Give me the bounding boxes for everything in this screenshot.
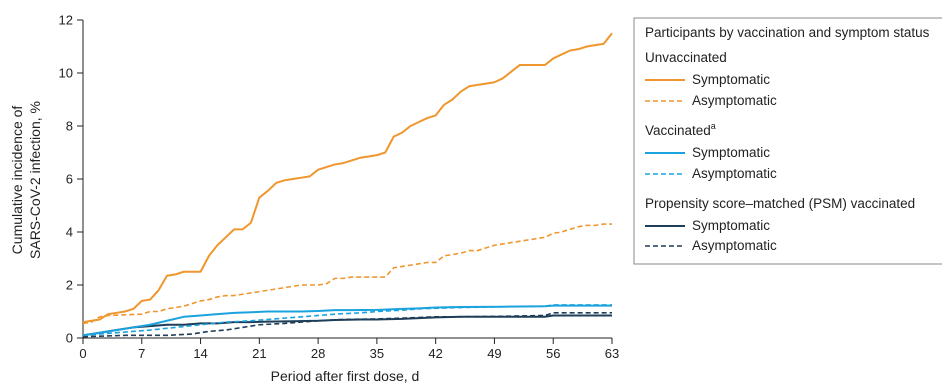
series-line-unvaccinated-asymptomatic [82,223,612,325]
x-tick-label: 7 [138,346,145,361]
series-lines [82,32,613,338]
x-tick-label: 14 [193,346,207,361]
legend-entry-unvaccinated-asymptomatic: Asymptomatic [692,93,777,108]
x-tick-label: 35 [370,346,384,361]
legend-entry-psm-symptomatic: Symptomatic [692,218,770,233]
x-tick-label: 56 [546,346,560,361]
y-axis-label-line1: Cumulative incidence of [9,106,25,255]
x-axis-ticks: 0 7 14 21 28 35 42 49 56 63 [79,338,619,361]
legend-group-vaccinated-footnote: a [711,121,716,131]
x-tick-label: 49 [487,346,501,361]
plot-area: 0 2 4 6 8 10 12 0 7 14 21 28 35 42 49 56 63 [59,13,620,362]
y-tick-label: 4 [66,225,73,240]
legend-group-vaccinated: Vaccinateda [645,121,716,138]
legend-box [633,17,942,265]
legend-group-psm-vaccinated: Propensity score–matched (PSM) vaccinate… [645,196,915,211]
y-axis-ticks: 0 2 4 6 8 10 12 [59,13,83,346]
y-tick-label: 2 [66,278,73,293]
y-tick-label: 10 [59,66,73,81]
legend-entry-vaccinated-asymptomatic: Asymptomatic [692,166,777,181]
x-tick-label: 63 [605,346,619,361]
legend-title: Participants by vaccination and symptom … [645,25,930,40]
y-tick-label: 12 [59,13,73,28]
x-tick-label: 42 [428,346,442,361]
x-tick-label: 21 [252,346,266,361]
y-tick-label: 8 [66,119,73,134]
legend: Participants by vaccination and symptom … [633,17,942,265]
series-line-unvaccinated-symptomatic [82,32,613,324]
series-line-vaccinated-symptomatic [82,304,612,337]
legend-group-vaccinated-label: Vaccinated [645,123,711,138]
legend-entry-psm-asymptomatic: Asymptomatic [692,238,777,253]
x-tick-label: 28 [311,346,325,361]
y-tick-label: 0 [66,331,73,346]
y-axis-label-line2: SARS-CoV-2 infection, % [27,101,43,259]
y-tick-label: 6 [66,172,73,187]
x-tick-label: 0 [79,346,86,361]
legend-entry-unvaccinated-symptomatic: Symptomatic [692,72,770,87]
legend-entry-vaccinated-symptomatic: Symptomatic [692,145,770,160]
legend-group-unvaccinated: Unvaccinated [645,50,727,65]
x-axis-label: Period after first dose, d [271,368,420,384]
series-line-propensity-score-matched-psm-vaccinated-symptomatic [82,314,612,337]
